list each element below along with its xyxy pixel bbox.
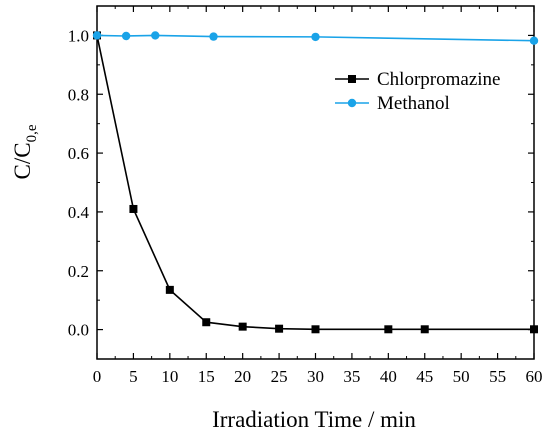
x-axis-title: Irradiation Time / min: [212, 407, 416, 432]
data-point: [121, 31, 131, 41]
y-tick-label: 0.6: [68, 144, 89, 163]
legend-label: Chlorpromazine: [377, 69, 500, 90]
x-tick-label: 35: [343, 367, 360, 386]
y-tick-label: 0.0: [68, 321, 89, 340]
x-tick-label: 50: [453, 367, 470, 386]
x-tick-label: 55: [489, 367, 506, 386]
series-line-chlorpromazine: [96, 35, 534, 331]
data-point: [311, 325, 320, 334]
y-tick-label: 0.4: [68, 203, 90, 222]
x-tick-label: 0: [93, 367, 102, 386]
plot-area: [96, 5, 535, 360]
data-point: [275, 324, 284, 333]
x-tick-label: 45: [416, 367, 433, 386]
legend-marker: [347, 98, 357, 108]
data-point: [165, 285, 174, 294]
data-point: [384, 325, 393, 334]
y-axis-title-sub: 0,e: [24, 124, 40, 142]
x-tick-label: 30: [307, 367, 324, 386]
legend-marker: [348, 75, 356, 83]
x-tick-label: 10: [161, 367, 178, 386]
data-point: [92, 31, 102, 40]
y-tick-label: 0.2: [68, 262, 89, 281]
data-point: [238, 322, 247, 331]
y-axis-title-main: C/C: [10, 142, 35, 179]
data-point: [202, 318, 211, 327]
x-tick-label: 15: [198, 367, 215, 386]
x-axis-ticks: 0 5 10 15 20 25 30 35 40 45 50 55 60: [93, 6, 543, 386]
x-tick-label: 5: [129, 367, 138, 386]
plot-frame: [96, 5, 535, 360]
data-point: [530, 325, 538, 334]
x-tick-label: 40: [380, 367, 397, 386]
data-point: [311, 32, 320, 42]
y-tick-label: 1.0: [68, 26, 89, 45]
data-point: [151, 31, 160, 40]
y-axis-title: C/C0,e: [10, 124, 40, 179]
series-line-methanol: [96, 34, 535, 42]
x-tick-label: 20: [234, 367, 251, 386]
series-layer: [92, 31, 539, 334]
data-point: [420, 325, 429, 334]
x-tick-label: 60: [526, 367, 543, 386]
data-point: [209, 32, 218, 41]
x-tick-label: 25: [271, 367, 288, 386]
y-tick-label: 0.8: [68, 85, 89, 104]
legend: Chlorpromazine Methanol: [335, 69, 500, 114]
data-point: [129, 204, 138, 213]
data-point: [529, 36, 539, 45]
y-axis-ticks: 0.0 0.2 0.4 0.6 0.8 1.0: [68, 5, 534, 340]
legend-label: Methanol: [377, 93, 450, 114]
